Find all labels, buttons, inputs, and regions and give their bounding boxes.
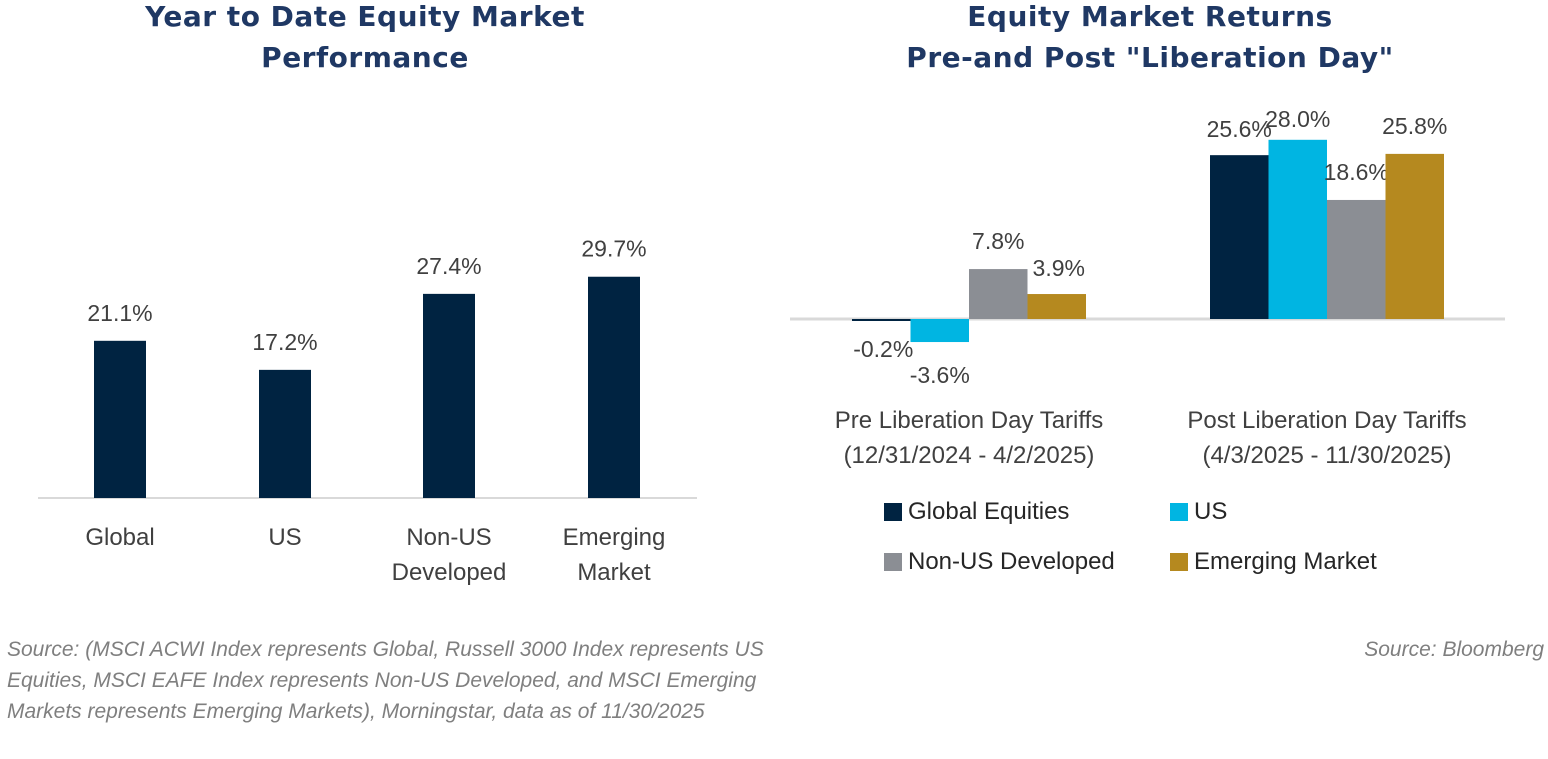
legend-swatch-global-equities xyxy=(884,503,902,521)
chart1-bar-us xyxy=(259,369,311,498)
legend-item-global-equities: Global Equities xyxy=(884,498,1069,526)
chart2-source-note: Source: Bloomberg xyxy=(1364,638,1544,661)
chart2-bar-emerging-market xyxy=(1027,294,1086,319)
chart2-data-label: 28.0% xyxy=(1265,106,1330,132)
legend-item-us: US xyxy=(1170,498,1227,526)
chart2-data-label: 7.8% xyxy=(972,228,1024,254)
chart2-data-label: -0.2% xyxy=(853,336,913,362)
chart2-category-label: Post Liberation Day Tariffs xyxy=(1187,407,1466,434)
chart2-bar-global-equities xyxy=(852,319,911,321)
chart1-data-label: 17.2% xyxy=(252,329,317,355)
chart1-category-label: Market xyxy=(577,559,651,586)
legend-label: Non-US Developed xyxy=(908,548,1115,575)
chart2-title: Equity Market Returns Pre-and Post "Libe… xyxy=(790,0,1510,78)
chart2-bar-us xyxy=(1268,139,1327,319)
legend-swatch-emerging-market xyxy=(1170,553,1188,571)
chart2-bar-non-us-developed xyxy=(1327,199,1386,319)
chart1-category-label: US xyxy=(268,524,301,551)
chart1-data-label: 21.1% xyxy=(87,300,152,326)
legend-label: Global Equities xyxy=(908,498,1070,525)
chart2-data-label: 3.9% xyxy=(1033,255,1085,281)
legend-label: Emerging Market xyxy=(1194,548,1377,575)
chart2-data-label: -3.6% xyxy=(910,362,970,388)
chart1-bar-non-us-developed xyxy=(423,293,475,498)
chart1-title: Year to Date Equity Market Performance xyxy=(20,0,710,78)
chart1-data-label: 27.4% xyxy=(416,253,481,279)
chart2-data-label: 25.6% xyxy=(1207,116,1272,142)
chart2-title-line2: Pre-and Post "Liberation Day" xyxy=(906,41,1394,74)
legend-swatch-non-us-developed xyxy=(884,553,902,571)
chart1-category-label: Developed xyxy=(392,559,507,586)
chart1-data-label: 29.7% xyxy=(581,236,646,262)
chart2-category-label: Pre Liberation Day Tariffs xyxy=(835,407,1104,434)
legend-item-emerging-market: Emerging Market xyxy=(1170,548,1377,576)
chart1-category-label: Emerging xyxy=(563,524,666,551)
legend-item-non-us-developed: Non-US Developed xyxy=(884,548,1115,576)
chart2-bar-non-us-developed xyxy=(969,269,1028,319)
chart1-bar-emerging-market xyxy=(588,276,640,498)
chart2-category-label: (12/31/2024 - 4/2/2025) xyxy=(844,442,1095,469)
chart2-category-label: (4/3/2025 - 11/30/2025) xyxy=(1202,442,1451,469)
legend-label: US xyxy=(1194,498,1228,525)
chart2-data-label: 25.8% xyxy=(1382,113,1447,139)
chart1-source-note: Source: (MSCI ACWI Index represents Glob… xyxy=(7,638,764,723)
chart2-bar-global-equities xyxy=(1210,155,1269,319)
chart2-bar-emerging-market xyxy=(1385,153,1444,319)
chart1-category-label: Non-US xyxy=(406,524,491,551)
chart2-title-line1: Equity Market Returns xyxy=(967,0,1333,33)
chart2-data-label: 18.6% xyxy=(1324,159,1389,185)
chart1-bar-global xyxy=(94,340,146,498)
chart1-category-label: Global xyxy=(85,524,154,551)
chart1-title-line2: Performance xyxy=(261,41,469,74)
chart1-title-line1: Year to Date Equity Market xyxy=(145,0,585,33)
legend-swatch-us xyxy=(1170,503,1188,521)
chart2-bar-us xyxy=(910,319,969,343)
